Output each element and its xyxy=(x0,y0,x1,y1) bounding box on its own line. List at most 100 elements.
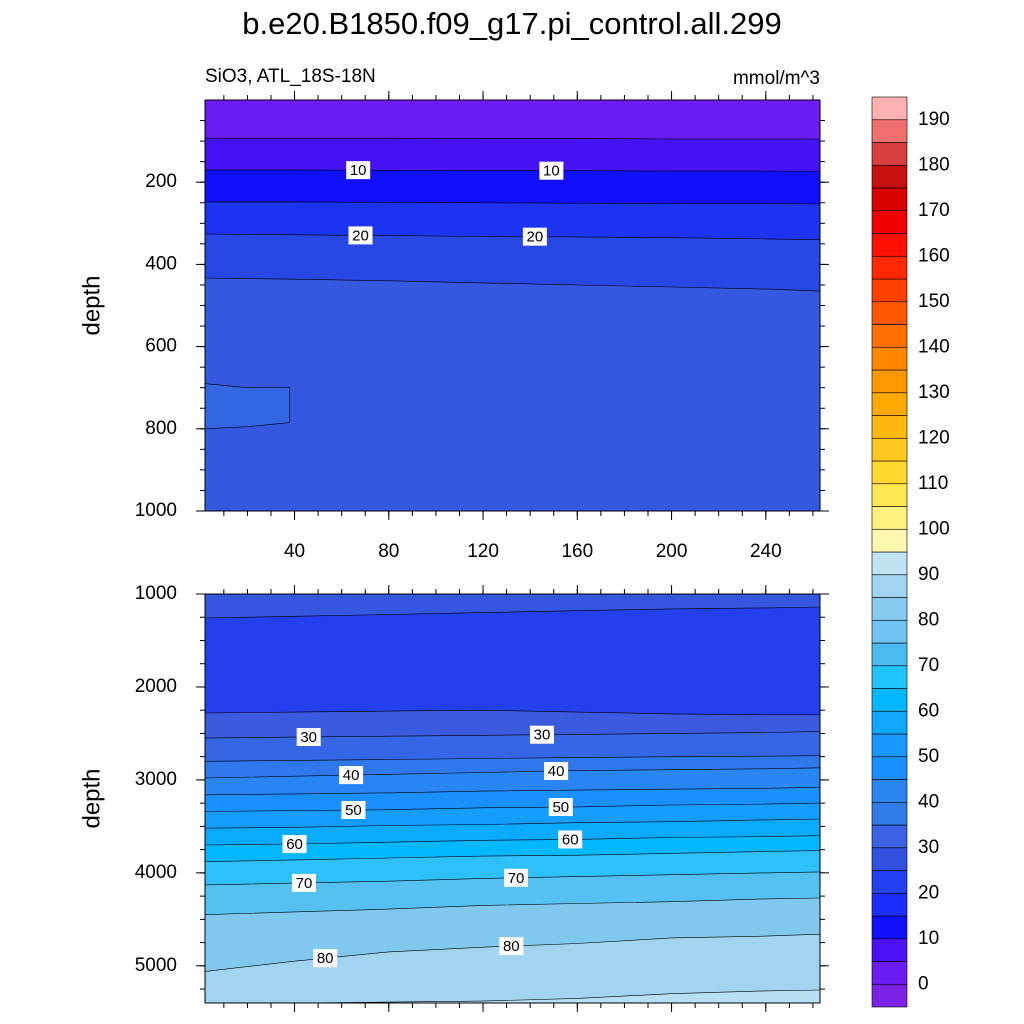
contour-line xyxy=(205,802,820,812)
contour-label: 60 xyxy=(562,831,579,848)
colorbar-box xyxy=(871,733,908,758)
x-tick-label: 200 xyxy=(656,541,688,562)
colorbar-box xyxy=(871,96,908,121)
y-tick-label: 2000 xyxy=(135,676,177,697)
contour-band xyxy=(205,278,820,511)
colorbar-label: 40 xyxy=(918,791,939,812)
plot-area xyxy=(205,100,820,511)
contour-label-bg xyxy=(348,226,373,245)
colorbar-box xyxy=(871,483,908,507)
y-tick-label: 1000 xyxy=(135,500,177,521)
colorbar-label: 30 xyxy=(918,837,939,858)
contour-label: 10 xyxy=(350,162,367,179)
contour-line xyxy=(205,897,820,915)
contour-label: 80 xyxy=(503,938,520,955)
contour-label-bg xyxy=(341,801,366,820)
colorbar-box xyxy=(871,324,908,348)
x-tick-label: 80 xyxy=(378,541,399,562)
contour-line xyxy=(205,277,820,292)
y-tick-label: 200 xyxy=(145,171,177,192)
y-axis-label: depth xyxy=(78,768,105,828)
colorbar-label: 140 xyxy=(918,336,950,357)
colorbar-box xyxy=(871,437,908,462)
contour-band xyxy=(205,934,820,1003)
contour-band xyxy=(205,990,820,1003)
y-tick-label: 4000 xyxy=(135,862,177,883)
chart-title: b.e20.B1850.f09_g17.pi_control.all.299 xyxy=(242,6,782,41)
colorbar-box xyxy=(871,642,908,667)
colorbar-box xyxy=(871,597,908,621)
contour-label: 40 xyxy=(548,763,565,780)
contour-line xyxy=(205,818,820,829)
colorbar-box xyxy=(871,756,908,780)
colorbar-label: 190 xyxy=(918,109,950,130)
colorbar-box xyxy=(871,847,908,871)
colorbar-label: 110 xyxy=(918,473,948,494)
x-tick-label: 40 xyxy=(284,541,305,562)
subtitle: SiO3, ATL_18S-18N xyxy=(205,66,376,87)
colorbar-box xyxy=(871,983,908,1008)
colorbar-box xyxy=(871,460,908,485)
contour-label-bg xyxy=(529,725,554,744)
contour-label: 60 xyxy=(286,836,303,853)
contour-line xyxy=(205,835,820,846)
colorbar-box xyxy=(871,278,908,303)
colorbar-box xyxy=(871,301,908,325)
units: mmol/m^3 xyxy=(733,68,820,89)
y-tick-label: 3000 xyxy=(135,769,177,790)
colorbar-label: 100 xyxy=(918,518,950,539)
colorbar-box xyxy=(871,528,908,553)
y-axis-label: depth xyxy=(78,275,105,335)
contour-label: 30 xyxy=(534,727,551,744)
colorbar-box xyxy=(871,392,908,416)
colorbar-box xyxy=(871,892,908,917)
contour-label: 20 xyxy=(352,227,369,244)
colorbar-box xyxy=(871,574,908,598)
contour-label: 30 xyxy=(300,729,317,746)
colorbar-box xyxy=(871,961,908,985)
y-tick-label: 600 xyxy=(145,336,177,357)
colorbar-label: 170 xyxy=(918,200,950,221)
contour-line xyxy=(205,755,820,762)
contour-line xyxy=(205,709,820,716)
contour-label: 80 xyxy=(317,950,334,967)
contour-line xyxy=(205,201,820,205)
contour-label: 50 xyxy=(345,802,362,819)
contour-label-bg xyxy=(504,868,529,887)
colorbar-label: 120 xyxy=(918,427,950,448)
contour-label-bg xyxy=(539,161,564,180)
colorbar-box xyxy=(871,710,908,735)
contour-label-bg xyxy=(296,728,321,747)
colorbar-box xyxy=(871,346,908,371)
contour-label: 10 xyxy=(543,163,560,180)
colorbar-box xyxy=(871,233,908,257)
contour-line xyxy=(205,787,820,796)
colorbar-box xyxy=(871,164,908,189)
contour-label-bg xyxy=(558,830,583,849)
colorbar-box xyxy=(871,551,908,576)
colorbar-box xyxy=(871,801,908,826)
colorbar-label: 160 xyxy=(918,245,950,266)
y-tick-label: 800 xyxy=(145,418,177,439)
plot-frame xyxy=(204,593,821,1004)
colorbar-box xyxy=(871,938,908,962)
contour-band xyxy=(205,383,290,429)
x-tick-label: 240 xyxy=(750,541,782,562)
colorbar-box xyxy=(871,255,908,280)
y-tick-label: 5000 xyxy=(135,955,177,976)
contour-line xyxy=(205,137,820,140)
colorbar-label: 150 xyxy=(918,291,950,312)
colorbar-label: 20 xyxy=(918,882,939,903)
colorbar-box xyxy=(871,915,908,940)
y-tick-label: 400 xyxy=(145,253,177,274)
colorbar-label: 60 xyxy=(918,700,939,721)
contour-line xyxy=(205,850,820,862)
colorbar-box xyxy=(871,415,908,439)
y-tick-label: 1000 xyxy=(135,583,177,604)
contour-line xyxy=(205,383,291,430)
contour-label: 40 xyxy=(343,767,360,784)
colorbar-box xyxy=(871,870,908,894)
x-tick-label: 120 xyxy=(467,541,499,562)
colorbar-box xyxy=(871,824,908,849)
